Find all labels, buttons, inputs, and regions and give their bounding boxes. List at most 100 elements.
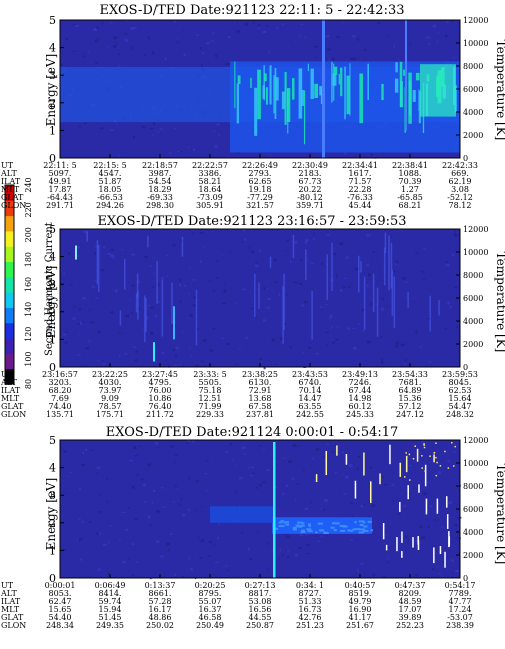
spectrogram-noise	[214, 145, 218, 148]
spectrogram-noise	[183, 29, 185, 31]
panel-2-title: EXOS-D/TED Date:921123 23:16:57 - 23:59:…	[97, 214, 406, 229]
spectrogram-noise	[279, 337, 284, 340]
spectrogram-noise	[140, 478, 144, 481]
spectrogram-burst	[445, 496, 448, 508]
spectrogram-noise	[110, 254, 115, 257]
spectrogram-noise	[271, 467, 274, 470]
table-cell: 18.64	[199, 185, 222, 194]
table-cell: 249.35	[96, 621, 124, 630]
table-cell: 46.58	[199, 613, 222, 622]
spectrogram-noise	[76, 246, 80, 249]
y2-tick-label: 6000	[463, 85, 483, 94]
y2-tick-label: 8000	[463, 271, 483, 280]
spectrogram-burst	[331, 61, 333, 103]
spectrogram-noise	[455, 570, 460, 573]
spectrogram-noise	[211, 328, 216, 330]
spectrogram-noise	[235, 302, 237, 305]
spectrogram-noise	[158, 301, 161, 303]
spectrogram-noise	[173, 364, 178, 367]
spectrogram-noise	[154, 314, 158, 318]
spectrogram-noise	[390, 236, 392, 238]
spectrogram-noise	[286, 556, 290, 558]
y-tick-label: 2	[49, 306, 56, 319]
table-cell: 23:54:33	[392, 370, 428, 379]
spectrogram-noise	[172, 244, 176, 247]
spectrogram-noise	[387, 556, 389, 560]
panel-3-y2-axis-label: Temperature [K]	[494, 464, 505, 565]
spectrogram-burst	[415, 72, 420, 81]
spectrogram-noise	[343, 277, 347, 279]
table-cell: 4030.	[99, 378, 122, 387]
spectrogram-noise	[298, 525, 303, 528]
spectrogram-noise	[403, 505, 407, 507]
spectrogram-noise	[329, 314, 333, 318]
spectrogram-noise	[454, 230, 456, 234]
spectrogram-noise	[354, 528, 360, 531]
spectrogram-noise	[317, 522, 323, 525]
spectrogram-noise	[107, 572, 110, 576]
spectrogram-burst	[446, 514, 449, 529]
table-cell: 23:33: 5	[193, 370, 226, 379]
spectrogram-noise	[325, 303, 328, 306]
spectrogram-noise	[208, 280, 211, 282]
spectrogram-noise	[268, 50, 270, 54]
spectrogram-noise	[240, 567, 242, 569]
spectrogram-noise	[216, 123, 220, 126]
spectrogram-noise	[192, 279, 197, 281]
spectrogram-noise	[79, 321, 83, 325]
spectrogram-noise	[299, 533, 304, 537]
spectrogram-noise	[256, 570, 258, 574]
spectrogram-noise	[153, 272, 155, 274]
spectrogram-noise	[186, 283, 189, 285]
spectrogram-noise	[381, 476, 384, 479]
colorbar-cell	[5, 353, 14, 370]
table-cell: 16.56	[249, 605, 272, 614]
table-cell: 59.74	[99, 597, 122, 606]
spectrogram-noise	[286, 294, 288, 297]
spectrogram-noise	[159, 555, 164, 558]
spectrogram-noise	[335, 338, 339, 341]
spectrogram-burst	[381, 83, 384, 101]
spectrogram-noise	[439, 465, 442, 467]
spectrogram-streak	[144, 295, 146, 343]
spectrogram-noise	[168, 364, 170, 368]
table-cell: 17.07	[399, 605, 422, 614]
spectrogram-noise	[342, 286, 347, 289]
y2-tick-label: 10000	[463, 459, 488, 468]
colorbar-cell	[5, 322, 14, 339]
table-cell: 3386.	[199, 169, 222, 178]
spectrogram-noise	[285, 250, 287, 252]
spectrogram-noise	[135, 474, 140, 476]
spectrogram-burst	[412, 537, 414, 548]
spectrogram-noise	[437, 32, 440, 34]
spectrogram-streak	[258, 282, 260, 309]
spectrogram-streak	[331, 242, 333, 292]
table-cell: 67.58	[249, 402, 272, 411]
spectrogram-noise	[156, 447, 161, 449]
spectrogram-noise	[102, 359, 104, 362]
spectrogram-noise	[385, 547, 390, 549]
table-row-label: GLON	[1, 201, 26, 210]
spectrogram-noise	[129, 459, 133, 462]
spectrogram-noise	[99, 127, 104, 130]
spectrogram-streak	[372, 273, 375, 313]
spectrogram-noise	[435, 456, 437, 459]
panel-1: EXOS-D/TED Date:921123 22:11: 5 - 22:42:…	[0, 3, 505, 210]
spectrogram-noise	[234, 464, 237, 466]
spectrogram-noise	[181, 574, 184, 576]
spectrogram-noise	[364, 48, 367, 52]
spectrogram-noise	[154, 442, 159, 445]
spectrogram-noise	[300, 23, 304, 26]
spectrogram-noise	[199, 260, 202, 263]
spectrogram-noise	[349, 539, 354, 541]
spectrogram-noise	[184, 285, 187, 287]
spectrogram-noise	[215, 54, 218, 58]
spectrogram-streak	[438, 300, 440, 316]
spectrogram-noise	[190, 567, 193, 571]
table-cell: 6740.	[299, 378, 322, 387]
spectrogram-noise	[67, 252, 71, 255]
spectrogram-noise	[313, 233, 315, 236]
spectrogram-noise	[151, 134, 154, 136]
spectrogram-noise	[413, 297, 415, 300]
table-cell: 23:16:57	[42, 370, 78, 379]
